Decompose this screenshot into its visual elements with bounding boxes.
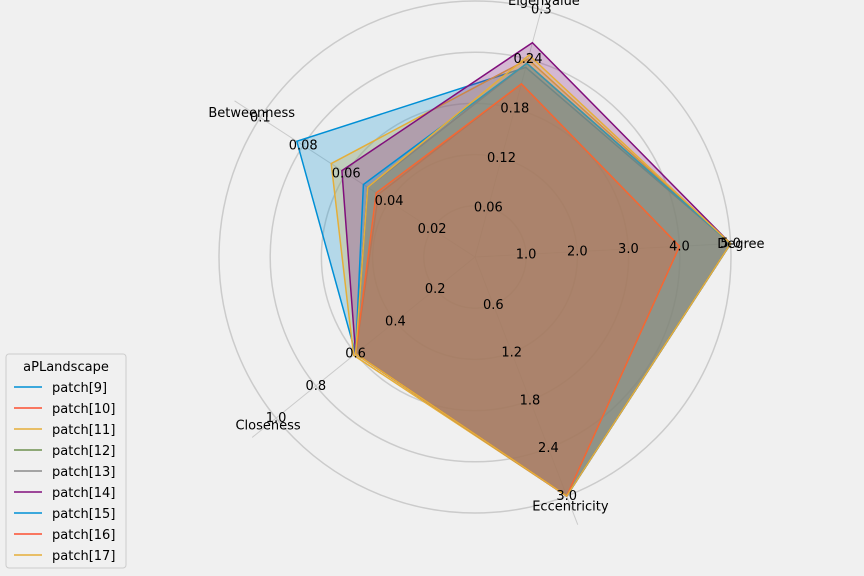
axis-title-eccentricity: Eccentricity [532,500,609,515]
legend: aPLandscape patch[9]patch[10]patch[11]pa… [5,353,127,569]
series-layer [295,41,732,498]
tick-label-closeness: 1.0 [266,411,287,426]
legend-label-patch-14: patch[14] [52,486,115,501]
tick-label-degree: 2.0 [567,245,588,260]
axis-title-betweenness: Betweenness [208,106,295,121]
tick-label-eigenvalue: 0.3 [531,3,552,18]
legend-label-patch-12: patch[12] [52,444,115,459]
tick-label-eccentricity: 1.8 [520,393,541,408]
tick-label-closeness: 0.8 [305,379,326,394]
legend-label-patch-10: patch[10] [52,402,115,417]
spoke-degree [474,241,762,258]
grid-layer [218,0,762,525]
tick-label-eccentricity: 1.2 [501,346,522,361]
spoke-betweenness [234,100,476,258]
tick-label-degree: 5.0 [720,237,741,252]
spoke-eigenvalue [474,0,545,258]
legend-label-patch-11: patch[11] [52,423,115,438]
spoke-eccentricity [474,256,579,525]
tick-label-eigenvalue: 0.18 [500,102,529,117]
tick-label-eigenvalue: 0.12 [487,151,516,166]
tick-layer: 1.0 2.0 3.0 4.0 5.0 0.06 0.12 0.18 0.24 0.3 0.02 0.… [250,3,741,504]
legend-items: patch[9] patch[10] patch[11] patch[12] patch… [14,381,115,564]
legend-label-patch-17: patch[17] [52,549,115,564]
series-polygon-patch-16 [354,82,681,498]
tick-label-degree: 4.0 [669,239,690,254]
tick-label-closeness: 0.2 [425,282,446,297]
grid-circle [371,153,579,361]
series-polygon-patch-17 [354,54,732,498]
axis-title-closeness: Closeness [235,419,300,434]
tick-label-closeness: 0.4 [385,314,406,329]
tick-label-betweenness: 0.04 [375,194,404,209]
axis-title-eigenvalue: Eigenvalue [508,0,580,9]
grid-circle [218,0,732,514]
tick-label-eigenvalue: 0.06 [474,201,503,216]
tick-label-betweenness: 0.02 [418,222,447,237]
tick-label-eccentricity: 3.0 [556,489,577,504]
tick-label-eccentricity: 2.4 [538,441,559,456]
legend-label-patch-13: patch[13] [52,465,115,480]
tick-label-degree: 3.0 [618,242,639,257]
tick-label-eigenvalue: 0.24 [514,52,543,67]
legend-title: aPLandscape [23,360,109,375]
tick-label-betweenness: 0.08 [289,139,318,154]
legend-label-patch-16: patch[16] [52,528,115,543]
axis-title-layer: Degree Eigenvalue Betweenness Closeness Ecce… [208,0,764,515]
tick-label-betweenness: 0.1 [250,111,271,126]
grid-circle [423,205,527,309]
axis-title-degree: Degree [717,237,764,252]
legend-label-patch-15: patch[15] [52,507,115,522]
tick-label-eccentricity: 0.6 [483,298,504,313]
tick-label-degree: 1.0 [516,247,537,262]
tick-label-closeness: 0.6 [345,347,366,362]
tick-label-betweenness: 0.06 [332,166,361,181]
grid-circle [269,51,681,463]
spoke-closeness [251,256,476,438]
legend-label-patch-9: patch[9] [52,381,107,396]
